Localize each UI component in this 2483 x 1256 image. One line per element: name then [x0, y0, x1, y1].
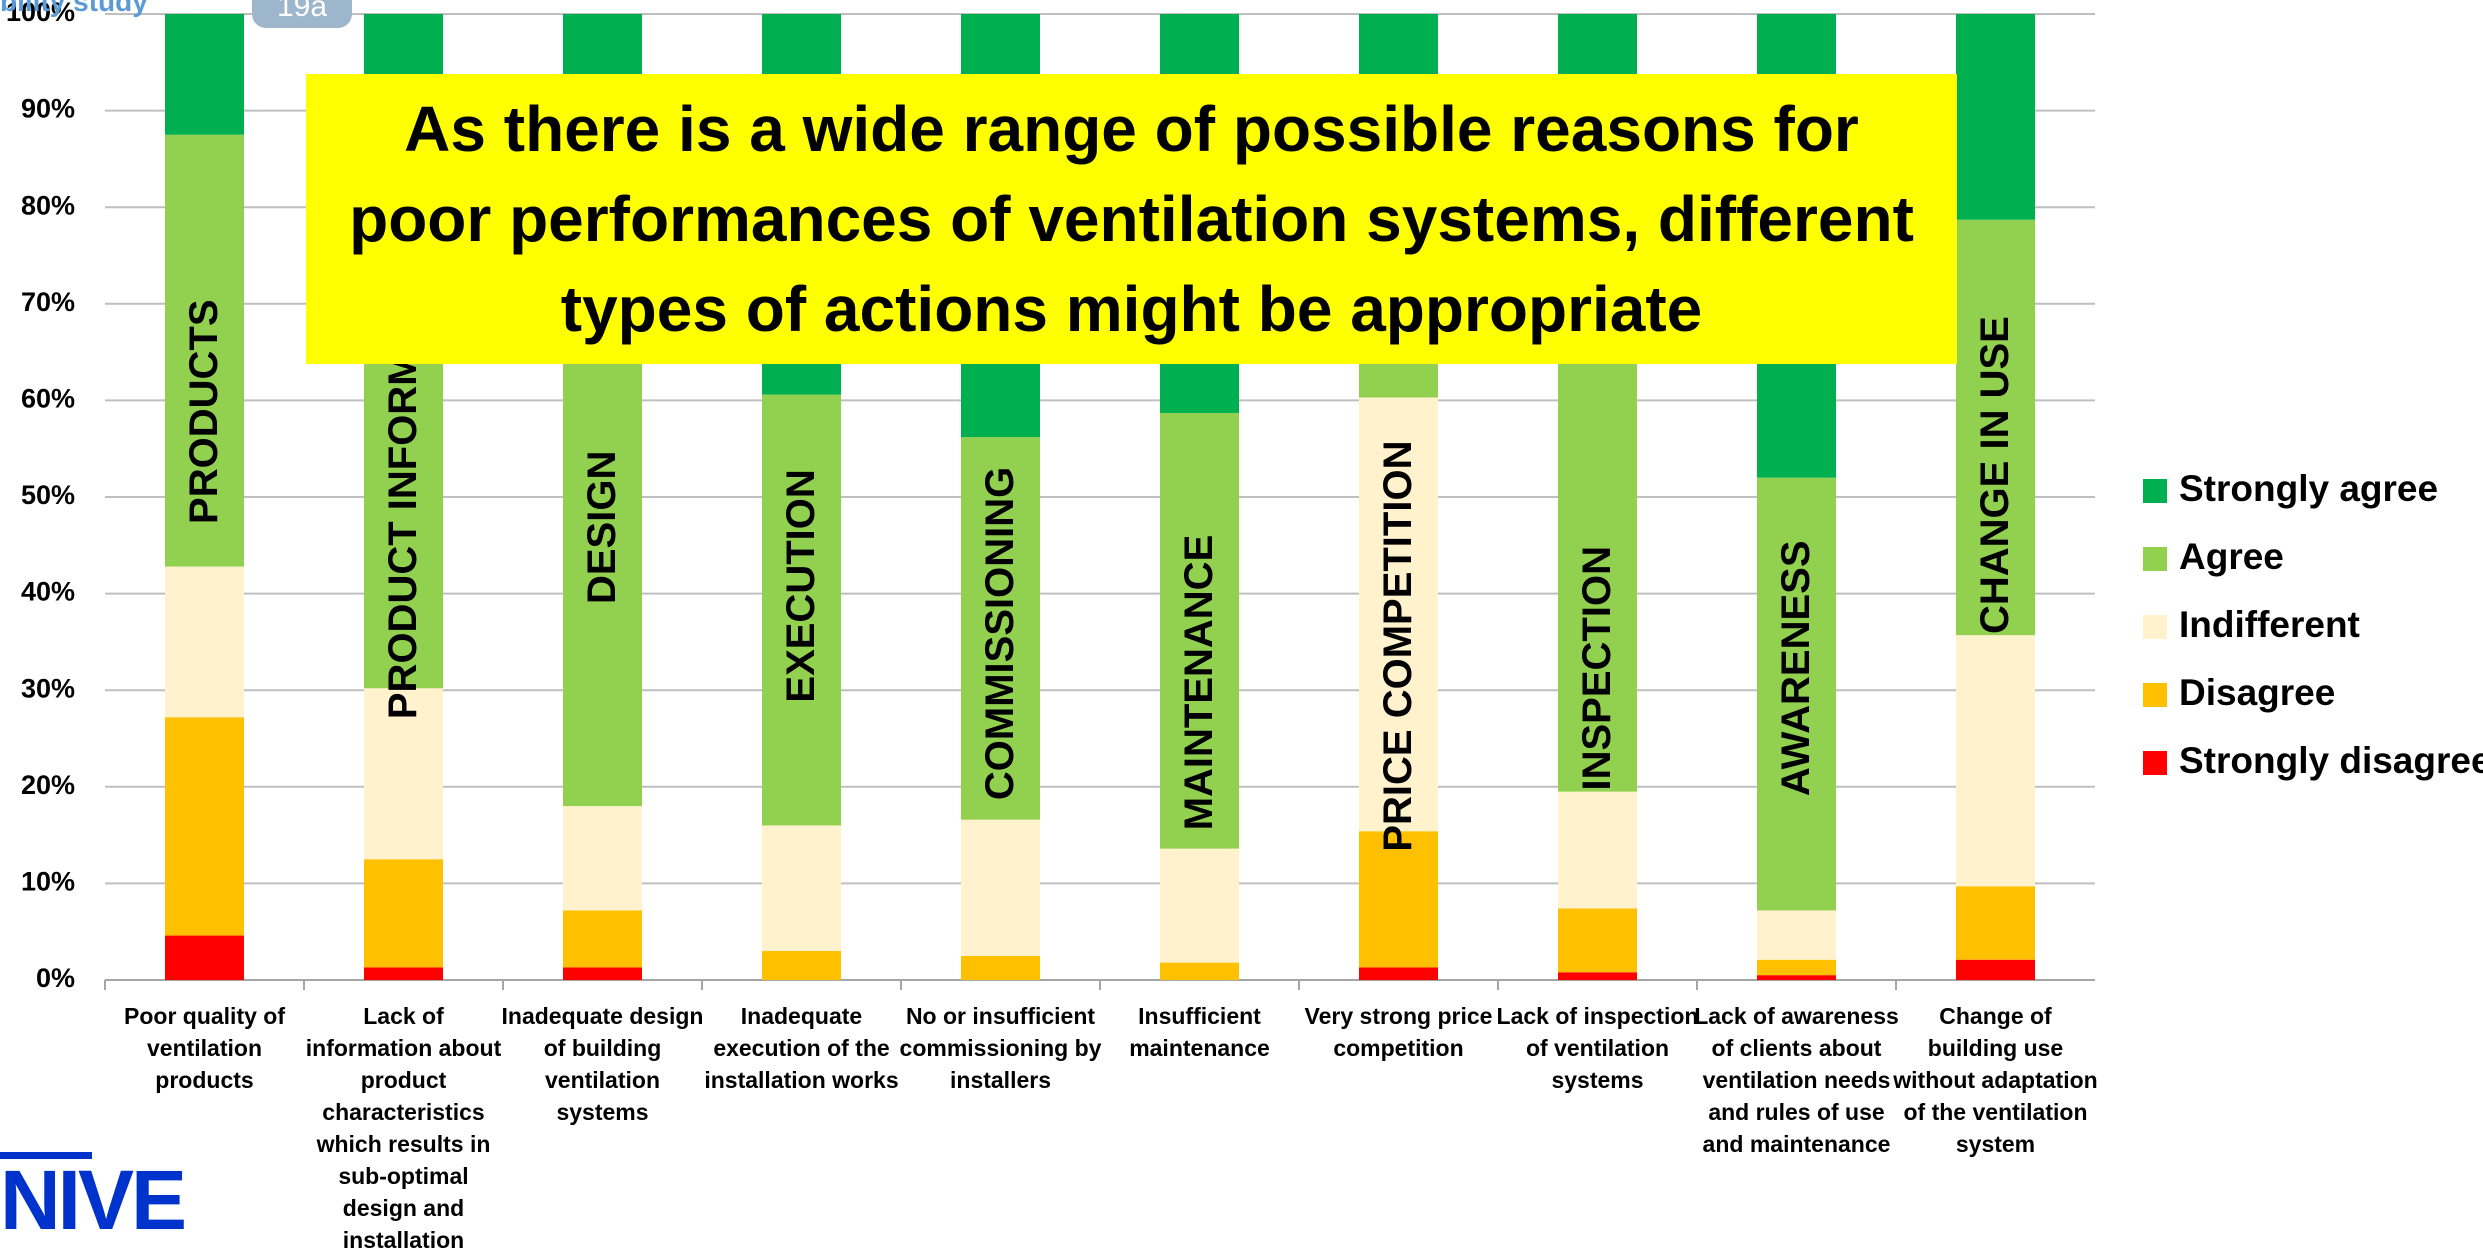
slide-badge: 19a	[252, 0, 352, 28]
bar-label-group: PRICE COMPETITION	[1376, 441, 1420, 852]
bar-segment	[1359, 967, 1438, 980]
bar-label-group: PRODUCTS	[182, 300, 226, 524]
bar-label: EXECUTION	[779, 469, 823, 702]
bar-segment	[1956, 959, 2035, 980]
x-tick-label: Inadequate design of building ventilatio…	[501, 1003, 704, 1125]
bar-label-group: DESIGN	[580, 451, 624, 604]
bar-segment	[961, 955, 1040, 980]
logo: NIVE	[0, 1153, 187, 1247]
bar-label-group: CHANGE IN USE	[1973, 316, 2017, 634]
bar-segment	[165, 935, 244, 980]
bar-segment	[1956, 635, 2035, 887]
legend-swatch	[2143, 683, 2167, 707]
bar-segment	[1160, 962, 1239, 980]
bar-label-group: AWARENESS	[1774, 540, 1818, 796]
bar-segment	[961, 819, 1040, 956]
y-tick-label: 80%	[21, 190, 75, 220]
legend-label: Agree	[2179, 536, 2284, 577]
y-tick-label: 10%	[21, 867, 75, 897]
legend-label: Disagree	[2179, 672, 2335, 713]
legend-label: Indifferent	[2179, 604, 2360, 645]
bar-segment	[165, 717, 244, 936]
y-tick-label: 0%	[36, 963, 75, 993]
bar-label-group: COMMISSIONING	[978, 467, 1022, 800]
bar-label: PRICE COMPETITION	[1376, 441, 1420, 852]
x-tick-label: Inadequate execution of the installation…	[704, 1003, 899, 1093]
bar-segment	[1956, 886, 2035, 960]
legend-label: Strongly agree	[2179, 468, 2438, 509]
bar-segment	[1359, 831, 1438, 968]
bar-label: CHANGE IN USE	[1973, 316, 2017, 634]
logo-bar	[0, 1152, 92, 1159]
bar-label: AWARENESS	[1774, 540, 1818, 796]
bar-segment	[1160, 848, 1239, 963]
y-tick-label: 60%	[21, 384, 75, 414]
bar-segment	[1757, 959, 1836, 976]
x-tick-label: No or insufficient commissioning by inst…	[899, 1003, 1102, 1093]
y-tick-label: 100%	[6, 0, 75, 27]
bar-segment	[762, 951, 841, 980]
y-tick-label: 90%	[21, 94, 75, 124]
legend-swatch	[2143, 615, 2167, 639]
bar-segment	[364, 859, 443, 968]
bar-segment	[165, 566, 244, 718]
bar-segment	[1558, 908, 1637, 973]
bar-segment	[961, 437, 1040, 820]
bar-segment	[1558, 791, 1637, 909]
bar-label-group: INSPECTION	[1575, 546, 1619, 790]
bar-label: DESIGN	[580, 451, 624, 604]
x-tick-label: Poor quality of ventilation products	[124, 1003, 285, 1093]
bar-segment	[364, 967, 443, 980]
y-tick-label: 40%	[21, 577, 75, 607]
bar-segment	[1956, 14, 2035, 220]
bar-segment	[563, 967, 642, 980]
bar-segment	[563, 806, 642, 911]
bar-segment	[364, 688, 443, 860]
y-tick-label: 50%	[21, 480, 75, 510]
header-title: bility study	[0, 0, 148, 17]
legend-swatch	[2143, 547, 2167, 571]
bar-segment	[1956, 219, 2035, 636]
bar-segment	[165, 134, 244, 567]
y-tick-label: 20%	[21, 770, 75, 800]
y-tick-label: 70%	[21, 287, 75, 317]
bar-segment	[165, 14, 244, 135]
bar-segment	[1558, 972, 1637, 980]
bar-label: PRODUCTS	[182, 300, 226, 524]
bar-label-group: EXECUTION	[779, 469, 823, 702]
x-tick-label: Lack of information about product charac…	[305, 1003, 502, 1253]
legend-swatch	[2143, 751, 2167, 775]
bar-segment	[1160, 412, 1239, 849]
legend-swatch	[2143, 479, 2167, 503]
bar-segment	[1757, 975, 1836, 980]
x-tick-label: Lack of awareness of clients about venti…	[1694, 1003, 1899, 1157]
y-tick-label: 30%	[21, 673, 75, 703]
bar-segment	[1757, 477, 1836, 911]
legend-label: Strongly disagree	[2179, 740, 2483, 781]
bar-segment	[762, 825, 841, 952]
annotation: As there is a wide range of possible rea…	[306, 74, 1957, 364]
bar-segment	[563, 910, 642, 968]
x-tick-label: Insufficient maintenance	[1129, 1003, 1270, 1061]
bar-segment	[762, 394, 841, 826]
bar-label: COMMISSIONING	[978, 467, 1022, 800]
bar-label: MAINTENANCE	[1177, 535, 1221, 831]
bar-segment	[1757, 910, 1836, 960]
bar-label: INSPECTION	[1575, 546, 1619, 790]
x-tick-label: Change of building use without adaptatio…	[1893, 1003, 2098, 1157]
bar-segment	[1359, 397, 1438, 832]
x-tick-label: Very strong price competition	[1304, 1003, 1493, 1061]
bar-label-group: MAINTENANCE	[1177, 535, 1221, 831]
x-tick-label: Lack of inspection of ventilation system…	[1496, 1003, 1699, 1093]
